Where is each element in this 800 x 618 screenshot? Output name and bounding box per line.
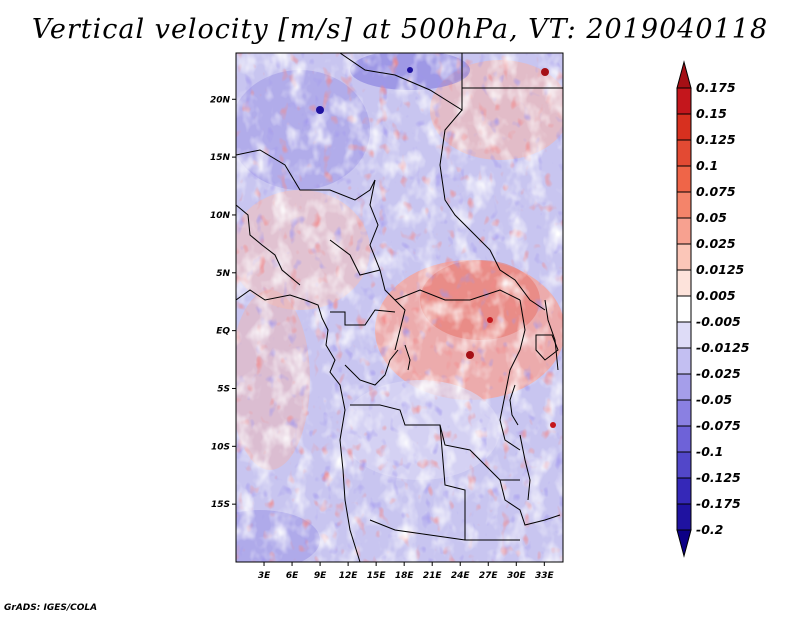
y-tick-label: 5N <box>216 269 230 279</box>
x-axis: 3E 6E 9E 12E 15E 18E 21E 24E 27E 30E 33E <box>258 562 555 581</box>
x-tick-label: 24E <box>451 571 471 581</box>
x-tick-label: 27E <box>479 571 499 581</box>
x-tick-label: 33E <box>535 571 555 581</box>
colorbar-box <box>676 217 692 245</box>
heatmap-field <box>236 53 563 562</box>
y-tick-label: 15N <box>210 153 231 163</box>
x-tick-label: 3E <box>258 571 271 581</box>
y-tick-label: 10S <box>211 442 230 452</box>
colorbar-box <box>676 321 692 349</box>
x-tick-label: 15E <box>367 571 387 581</box>
y-tick-label: 5S <box>217 384 230 394</box>
colorbar-box <box>676 347 692 375</box>
colorbar-box <box>676 503 692 531</box>
y-tick-label: 20N <box>210 95 231 105</box>
x-tick-label: 30E <box>507 571 527 581</box>
colorbar: 0.175 0.15 0.125 0.1 0.075 0.05 0.025 0.0125 0.0… <box>676 60 750 558</box>
colorbar-cap-top <box>676 60 692 89</box>
plot-frame <box>235 52 564 563</box>
colorbar-label: 0.025 <box>696 236 736 251</box>
x-tick-label: 9E <box>314 571 327 581</box>
colorbar-box <box>676 373 692 401</box>
colorbar-label: 0.175 <box>696 80 736 95</box>
colorbar-label: -0.05 <box>696 392 732 407</box>
colorbar-label: 0.125 <box>696 132 736 147</box>
colorbar-box <box>676 399 692 427</box>
colorbar-label: -0.005 <box>696 314 741 329</box>
colorbar-box <box>676 451 692 479</box>
colorbar-box <box>676 243 692 271</box>
y-tick-label: 10N <box>210 211 231 221</box>
colorbar-label: -0.175 <box>696 496 741 511</box>
colorbar-label: -0.2 <box>696 522 723 537</box>
colorbar-box <box>676 295 692 323</box>
colorbar-label: 0.05 <box>696 210 727 225</box>
colorbar-label: -0.0125 <box>696 340 750 355</box>
colorbar-box <box>676 87 692 115</box>
colorbar-label: -0.075 <box>696 418 741 433</box>
y-tick-label: 15S <box>211 500 230 510</box>
colorbar-label: -0.125 <box>696 470 741 485</box>
colorbar-label: -0.1 <box>696 444 723 459</box>
x-tick-label: 18E <box>395 571 415 581</box>
colorbar-box <box>676 191 692 219</box>
colorbar-label: -0.025 <box>696 366 741 381</box>
colorbar-label: 0.0125 <box>696 262 745 277</box>
footer-credit: GrADS: IGES/COLA <box>4 603 98 613</box>
colorbar-label: 0.15 <box>696 106 727 121</box>
y-axis: 20N 15N 10N 5N EQ 5S 10S 15S <box>210 95 236 510</box>
colorbar-box <box>676 139 692 167</box>
x-tick-label: 6E <box>286 571 299 581</box>
colorbar-cap-bottom <box>676 529 692 558</box>
map-boundaries <box>236 53 563 562</box>
colorbar-box <box>676 165 692 193</box>
colorbar-label: 0.1 <box>696 158 718 173</box>
y-tick-label: EQ <box>216 327 230 337</box>
colorbar-box <box>676 477 692 505</box>
colorbar-label: 0.075 <box>696 184 736 199</box>
x-tick-label: 21E <box>423 571 443 581</box>
colorbar-box <box>676 269 692 297</box>
x-tick-label: 12E <box>339 571 359 581</box>
colorbar-box <box>676 425 692 453</box>
chart-title: Vertical velocity [m/s] at 500hPa, VT: 2… <box>31 14 769 45</box>
colorbar-label: 0.005 <box>696 288 736 303</box>
colorbar-box <box>676 113 692 141</box>
